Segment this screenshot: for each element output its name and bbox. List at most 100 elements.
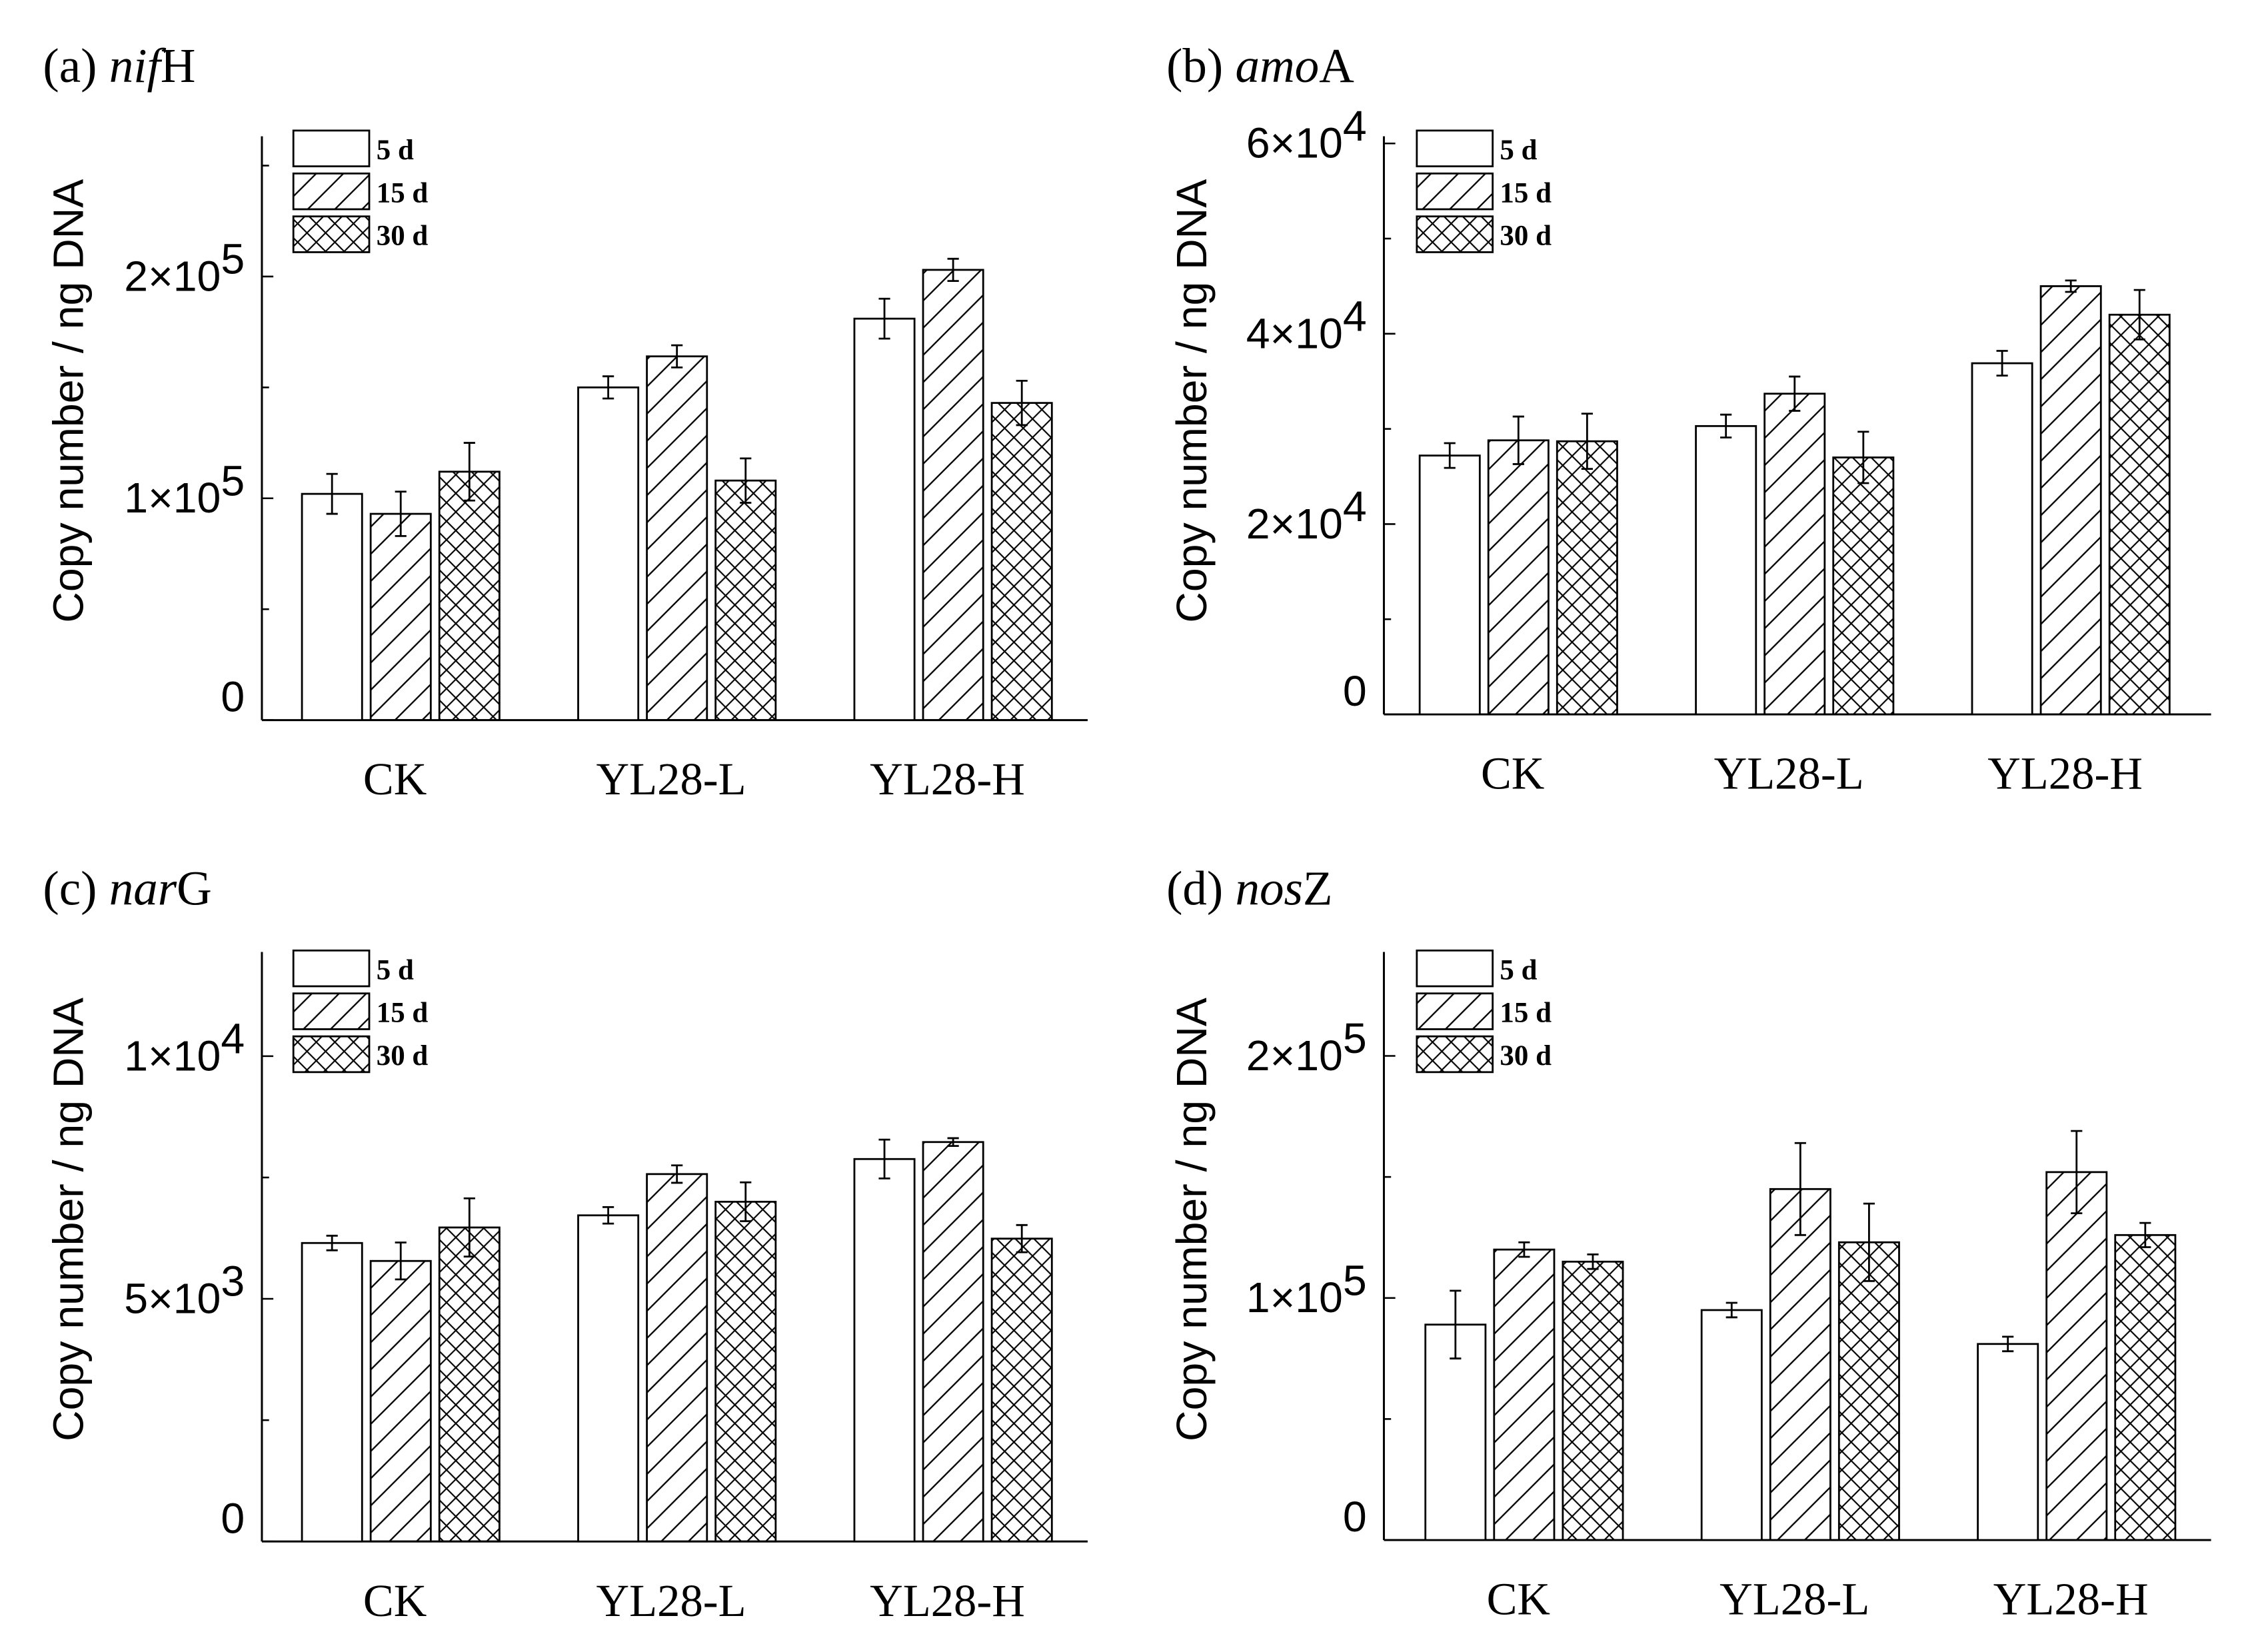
- title-gene: nar: [109, 862, 177, 916]
- bar-YL28-H-15d: [922, 1141, 984, 1543]
- y-tick-label: 0: [221, 673, 245, 721]
- bar-YL28-L-15d: [1769, 1188, 1831, 1541]
- bar-YL28-L-15d: [1763, 393, 1826, 716]
- bar-YL28-H-5d: [853, 1158, 916, 1543]
- y-tick-exponent: 5: [1343, 1014, 1367, 1062]
- bar-CK-30d: [438, 1226, 501, 1543]
- y-tick-label: 2×104: [1246, 482, 1367, 548]
- y-tick-exponent: 3: [221, 1257, 245, 1305]
- bar-YL28-L-5d: [577, 386, 640, 721]
- y-tick-label: 0: [221, 1494, 245, 1542]
- y-tick-base: 0: [1343, 667, 1367, 715]
- x-tick-label: YL28-L: [1719, 1574, 1869, 1625]
- title-suffix: A: [1319, 39, 1354, 93]
- y-tick-exponent: 4: [221, 1015, 245, 1063]
- bar-CK-15d: [369, 512, 432, 721]
- legend-swatch: [292, 1035, 371, 1074]
- y-axis-label: Copy number / ng DNA: [45, 179, 93, 623]
- title-prefix: (b): [1166, 39, 1235, 93]
- bar-YL28-H-15d: [922, 269, 984, 721]
- y-tick-exponent: 5: [1343, 1256, 1367, 1304]
- y-tick-base: 2×10: [1246, 1032, 1343, 1080]
- bar-CK-5d: [1424, 1323, 1487, 1541]
- legend-label: 5 d: [1500, 135, 1537, 166]
- legend-label: 5 d: [377, 954, 414, 986]
- y-tick-base: 0: [221, 673, 245, 721]
- chart-title: (a) nifH: [43, 39, 195, 93]
- bar-YL28-L-30d: [1832, 456, 1895, 716]
- x-tick-label: YL28-L: [596, 1575, 746, 1626]
- y-axis-label: Copy number / ng DNA: [1168, 998, 1216, 1441]
- legend-swatch: [292, 992, 371, 1030]
- x-tick-label: YL28-H: [1993, 1574, 2149, 1625]
- y-tick-base: 0: [221, 1494, 245, 1542]
- bar-CK-15d: [369, 1259, 432, 1543]
- bar-CK-15d: [1493, 1248, 1556, 1541]
- bar-YL28-H-5d: [1971, 362, 2033, 716]
- y-tick-label: 0: [1343, 667, 1367, 715]
- legend-swatch: [292, 129, 371, 167]
- legend-swatch: [1416, 129, 1494, 167]
- x-tick-label: CK: [363, 754, 427, 804]
- y-tick-exponent: 4: [1343, 102, 1367, 150]
- x-tick-label: YL28-H: [870, 1575, 1025, 1626]
- y-tick-exponent: 4: [1343, 293, 1367, 341]
- chart-panel-2: (c) narG Copy number / ng DNA 0 5×103 1×104 C…: [43, 862, 1088, 1626]
- x-tick-label: YL28-H: [870, 754, 1025, 804]
- title-gene: amo: [1235, 39, 1319, 93]
- x-tick-label: CK: [1487, 1574, 1550, 1625]
- chart-title: (c) narG: [43, 862, 211, 916]
- y-tick-label: 2×105: [124, 235, 245, 301]
- legend-label: 30 d: [1500, 221, 1552, 252]
- legend-swatch: [1416, 949, 1494, 988]
- y-tick-exponent: 5: [221, 235, 245, 283]
- legend-label: 30 d: [1500, 1040, 1552, 1072]
- y-tick-label: 6×104: [1246, 102, 1367, 167]
- y-tick-label: 4×104: [1246, 293, 1367, 358]
- bar-YL28-H-30d: [990, 402, 1053, 721]
- title-gene: nif: [109, 39, 167, 93]
- legend-swatch: [1416, 172, 1494, 211]
- legend-swatch: [1416, 992, 1494, 1030]
- y-tick-base: 0: [1343, 1493, 1367, 1541]
- legend-label: 30 d: [377, 1040, 429, 1072]
- y-tick-label: 1×104: [124, 1015, 245, 1080]
- bar-YL28-L-5d: [577, 1214, 640, 1543]
- bar-YL28-H-30d: [2114, 1234, 2177, 1541]
- bar-CK-5d: [1418, 454, 1481, 716]
- y-tick-base: 1×10: [124, 1032, 221, 1080]
- y-tick-base: 2×10: [1246, 500, 1343, 548]
- legend-label: 5 d: [377, 135, 414, 166]
- legend-label: 15 d: [1500, 177, 1552, 209]
- bar-CK-30d: [1556, 440, 1618, 716]
- bar-CK-15d: [1487, 439, 1550, 716]
- bar-YL28-L-5d: [1695, 424, 1757, 716]
- chart-title: (d) nosZ: [1166, 862, 1332, 916]
- title-gene: nos: [1235, 862, 1302, 916]
- y-tick-label: 5×103: [124, 1257, 245, 1323]
- legend-label: 30 d: [377, 221, 429, 252]
- y-tick-label: 0: [1343, 1493, 1367, 1541]
- y-tick-base: 1×10: [124, 474, 221, 522]
- y-tick-label: 1×105: [124, 456, 245, 522]
- x-tick-label: YL28-L: [1714, 748, 1864, 799]
- title-suffix: G: [177, 862, 212, 916]
- y-axis-label: Copy number / ng DNA: [1168, 179, 1216, 623]
- title-suffix: Z: [1303, 862, 1333, 916]
- bar-YL28-H-15d: [2039, 285, 2102, 716]
- y-tick-base: 2×10: [124, 252, 221, 300]
- title-prefix: (a): [43, 39, 109, 93]
- legend-label: 15 d: [377, 177, 429, 209]
- title-prefix: (d): [1166, 862, 1235, 916]
- bar-YL28-L-30d: [714, 479, 777, 721]
- bar-YL28-H-15d: [2045, 1171, 2108, 1541]
- legend-swatch: [292, 172, 371, 211]
- y-tick-exponent: 4: [1343, 482, 1367, 530]
- bar-CK-30d: [438, 470, 501, 721]
- x-tick-label: CK: [363, 1575, 427, 1626]
- chart-title: (b) amoA: [1166, 39, 1354, 93]
- y-tick-base: 1×10: [1246, 1273, 1343, 1321]
- bar-CK-5d: [301, 1241, 363, 1543]
